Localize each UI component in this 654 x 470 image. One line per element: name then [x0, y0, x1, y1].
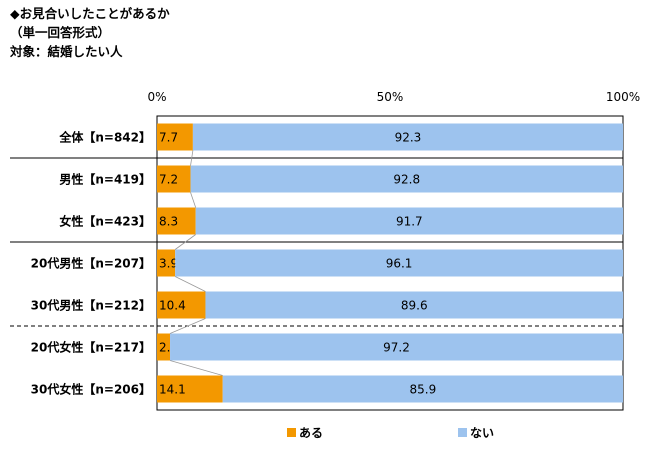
chart-subject-note: 対象：結婚したい人: [10, 44, 123, 59]
data-label-aru: 7.7: [159, 131, 178, 145]
bar-segment-aru: [157, 375, 223, 403]
data-label-aru: 8.3: [159, 215, 178, 229]
legend-label-aru: ある: [299, 426, 324, 440]
category-label: 20代男性【n=207】: [31, 256, 151, 271]
bar-segment-aru: [157, 165, 191, 193]
chart-format-note: （単一回答形式）: [10, 25, 111, 40]
bar-segment-nai: [170, 333, 623, 361]
bar-segment-nai: [192, 123, 623, 151]
bar-segment-aru: [157, 249, 176, 277]
data-label-nai: 89.6: [401, 299, 428, 313]
chart-header: ◆お見合いしたことがあるか （単一回答形式） 対象：結婚したい人: [10, 4, 170, 61]
x-tick-label: 100%: [606, 90, 640, 104]
data-label-nai: 85.9: [409, 383, 436, 397]
bar-segment-nai: [175, 249, 623, 277]
category-label: 全体【n=842】: [58, 130, 151, 145]
category-label: 30代女性【n=206】: [31, 382, 151, 397]
data-label-aru: 7.2: [159, 173, 178, 187]
connector-line: [190, 150, 194, 166]
connector-line: [169, 360, 223, 376]
data-label-nai: 91.7: [396, 215, 423, 229]
bar-segment-nai: [205, 291, 624, 319]
legend-item-nai: ない: [458, 424, 494, 441]
data-label-aru: 10.4: [159, 299, 186, 313]
bar-segment-aru: [157, 123, 193, 151]
bar-segment-aru: [157, 333, 171, 361]
connector-line: [174, 234, 196, 250]
data-label-aru: 14.1: [159, 383, 186, 397]
connector-line: [190, 192, 197, 208]
x-tick-label: 50%: [377, 90, 404, 104]
bar-segment-aru: [157, 291, 206, 319]
x-tick-label: 0%: [147, 90, 166, 104]
category-label: 30代男性【n=212】: [31, 298, 151, 313]
category-label: 女性【n=423】: [59, 214, 151, 229]
chart-title: ◆お見合いしたことがあるか: [10, 6, 170, 21]
legend-item-aru: ある: [287, 424, 323, 441]
data-label-aru: 3.9: [159, 257, 178, 271]
connector-line: [169, 318, 206, 334]
data-label-nai: 97.2: [383, 341, 410, 355]
data-label-nai: 96.1: [386, 257, 413, 271]
bar-segment-nai: [190, 165, 623, 193]
data-label-nai: 92.3: [395, 131, 422, 145]
connector-line: [174, 276, 206, 292]
legend-label-nai: ない: [470, 426, 495, 440]
data-label-nai: 92.8: [393, 173, 420, 187]
category-label: 20代女性【n=217】: [31, 340, 151, 355]
bar-segment-nai: [222, 375, 623, 403]
bar-segment-nai: [195, 207, 624, 235]
bar-segment-aru: [157, 207, 196, 235]
category-label: 男性【n=419】: [59, 172, 151, 187]
legend-swatch-aru: [287, 428, 296, 437]
legend-swatch-nai: [458, 428, 467, 437]
